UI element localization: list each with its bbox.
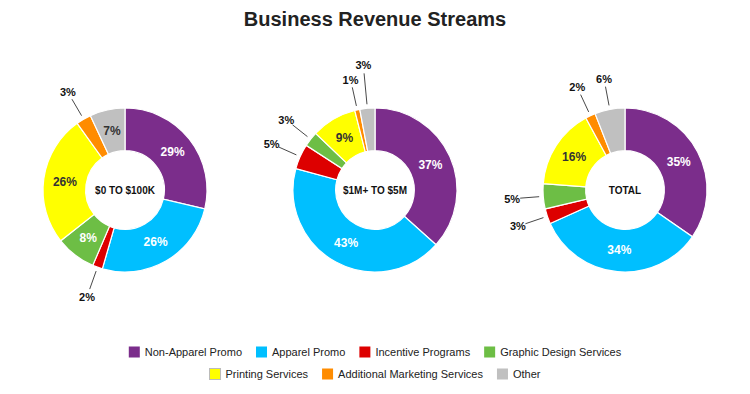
donut-slice bbox=[375, 108, 457, 245]
data-label: 6% bbox=[596, 73, 612, 85]
donut-slice bbox=[595, 108, 625, 153]
donut-slice bbox=[550, 206, 692, 272]
legend-swatch bbox=[497, 369, 508, 380]
center-label: $0 TO $100K bbox=[95, 185, 156, 196]
legend-swatch bbox=[210, 369, 221, 380]
data-label: 9% bbox=[336, 131, 354, 145]
slices bbox=[543, 108, 707, 272]
donut-slice bbox=[293, 169, 436, 272]
data-label: 29% bbox=[161, 145, 185, 159]
data-label: 26% bbox=[144, 235, 168, 249]
data-labels: 29% 26% 2% 8% 26% 3% 7% bbox=[53, 86, 185, 302]
data-label: 3% bbox=[278, 114, 294, 126]
leader-line bbox=[525, 218, 543, 224]
donut-slice bbox=[90, 108, 125, 154]
donut-slice bbox=[360, 108, 375, 151]
data-label: 2% bbox=[79, 291, 95, 303]
data-label: 43% bbox=[334, 236, 358, 250]
legend-item: Graphic Design Services bbox=[484, 346, 622, 358]
legend-label: Non-Apparel Promo bbox=[145, 346, 242, 358]
data-label: 7% bbox=[103, 124, 121, 138]
data-labels: 35% 34% 3% 5% 16% 2% 6% bbox=[504, 73, 691, 258]
leader-line bbox=[364, 73, 367, 104]
legend-item: Other bbox=[497, 368, 541, 380]
data-label: 16% bbox=[562, 150, 586, 164]
data-label: 1% bbox=[343, 74, 359, 86]
data-label: 3% bbox=[355, 59, 371, 71]
data-label: 35% bbox=[667, 155, 691, 169]
legend-item: Non-Apparel Promo bbox=[129, 346, 242, 358]
chart-container: Business Revenue Streams $0 TO $100K 29% 26… bbox=[0, 0, 750, 394]
legend-label: Incentive Programs bbox=[375, 346, 470, 358]
chart-svg: Business Revenue Streams $0 TO $100K 29% 26… bbox=[0, 0, 750, 394]
legend-label: Other bbox=[513, 368, 541, 380]
center-label: TOTAL bbox=[609, 185, 641, 196]
legend-row: Printing Services Additional Marketing Se… bbox=[210, 368, 541, 380]
legend-swatch bbox=[484, 347, 495, 358]
legend-label: Graphic Design Services bbox=[500, 346, 622, 358]
legend-label: Additional Marketing Services bbox=[338, 368, 483, 380]
legend-swatch bbox=[359, 347, 370, 358]
center-label: $1M+ TO $5M bbox=[343, 185, 407, 196]
donut-slice bbox=[543, 184, 587, 209]
legend-label: Apparel Promo bbox=[272, 346, 345, 358]
leader-line bbox=[581, 95, 589, 112]
donut: $1M+ TO $5M 37% 43% 5% 3% 9% 1% 3% bbox=[264, 59, 457, 272]
legend-item: Printing Services bbox=[210, 368, 309, 380]
donut-slice bbox=[102, 199, 204, 272]
slices bbox=[43, 108, 207, 272]
donut-slice bbox=[625, 108, 707, 237]
data-labels: 37% 43% 5% 3% 9% 1% 3% bbox=[264, 59, 443, 250]
legend: Non-Apparel Promo Apparel Promo Incentive … bbox=[129, 346, 622, 380]
slices bbox=[293, 108, 457, 272]
legend-item: Incentive Programs bbox=[359, 346, 470, 358]
data-label: 5% bbox=[504, 193, 520, 205]
legend-swatch bbox=[129, 347, 140, 358]
leader-line bbox=[279, 147, 296, 155]
data-label: 3% bbox=[60, 86, 76, 98]
legend-row: Non-Apparel Promo Apparel Promo Incentive … bbox=[129, 346, 622, 358]
leader-line bbox=[520, 197, 539, 198]
data-label: 34% bbox=[607, 243, 631, 257]
legend-item: Apparel Promo bbox=[256, 346, 345, 358]
legend-swatch bbox=[322, 369, 333, 380]
data-label: 5% bbox=[264, 138, 280, 150]
leader-line bbox=[352, 87, 356, 106]
leader-line bbox=[605, 87, 609, 106]
legend-swatch bbox=[256, 347, 267, 358]
legend-label: Printing Services bbox=[226, 368, 309, 380]
leader-line bbox=[72, 99, 82, 115]
legend-item: Additional Marketing Services bbox=[322, 368, 483, 380]
data-label: 2% bbox=[569, 81, 585, 93]
leader-line bbox=[90, 271, 96, 289]
donut: $0 TO $100K 29% 26% 2% 8% 26% 3% 7% bbox=[43, 86, 207, 302]
data-label: 26% bbox=[53, 175, 77, 189]
leader-line bbox=[292, 125, 307, 137]
chart-title: Business Revenue Streams bbox=[244, 8, 506, 30]
data-label: 3% bbox=[510, 220, 526, 232]
data-label: 8% bbox=[79, 231, 97, 245]
data-label: 37% bbox=[418, 158, 442, 172]
donut: TOTAL 35% 34% 3% 5% 16% 2% 6% bbox=[504, 73, 707, 272]
